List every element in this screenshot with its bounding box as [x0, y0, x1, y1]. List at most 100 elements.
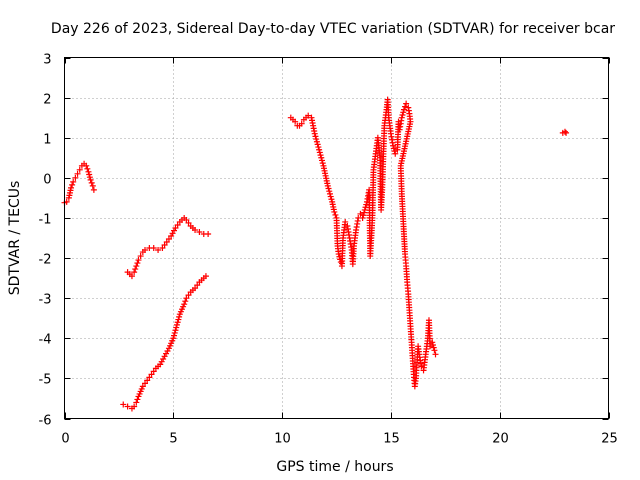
data-point: [131, 269, 138, 276]
data-point: [124, 403, 131, 410]
data-point: [144, 377, 151, 384]
data-point: [183, 216, 190, 223]
data-point: [194, 282, 201, 289]
plot-frame: [64, 57, 609, 419]
data-point: [68, 184, 75, 191]
data-point: [135, 257, 142, 264]
data-series-arc-1: [61, 160, 97, 206]
data-point: [182, 298, 189, 305]
data-point: [326, 190, 333, 197]
data-point: [84, 165, 91, 172]
data-point: [183, 295, 190, 302]
data-point: [390, 142, 397, 149]
x-tick-label: 10: [274, 432, 291, 447]
data-point: [390, 145, 397, 152]
data-point: [292, 118, 299, 125]
data-point: [185, 292, 192, 299]
data-point: [357, 210, 364, 217]
data-point: [314, 141, 321, 148]
data-series-arc-2: [124, 214, 212, 280]
data-point: [170, 335, 177, 342]
data-point: [89, 182, 96, 189]
data-series-arc-3: [120, 273, 209, 412]
data-point: [163, 239, 170, 246]
data-point: [402, 103, 409, 110]
data-point: [430, 344, 437, 351]
data-point: [90, 186, 97, 193]
y-tick-label: 2: [43, 93, 51, 108]
data-point: [399, 111, 406, 118]
y-tick-label: 0: [43, 173, 51, 188]
data-point: [76, 166, 83, 173]
data-point: [159, 245, 166, 252]
y-tick-label: -3: [39, 293, 52, 308]
data-point: [150, 368, 157, 375]
x-tick-label: 0: [61, 432, 69, 447]
data-point: [85, 168, 92, 175]
data-point: [86, 171, 93, 178]
data-point: [142, 247, 149, 254]
data-point: [398, 114, 405, 121]
data-point: [400, 109, 407, 116]
data-point: [318, 157, 325, 164]
data-point: [133, 399, 140, 406]
data-point: [87, 176, 94, 183]
data-point: [74, 170, 81, 177]
data-point: [174, 221, 181, 228]
data-point: [331, 208, 338, 215]
data-point: [361, 209, 368, 216]
data-point: [429, 339, 436, 346]
data-point: [139, 383, 146, 390]
data-series-arc-4: [287, 96, 439, 390]
data-point: [70, 178, 77, 185]
data-point: [72, 174, 79, 181]
data-point: [69, 181, 76, 188]
data-point: [176, 313, 183, 320]
data-point: [431, 347, 438, 354]
data-point: [316, 146, 323, 153]
tick-layer: 0 5 10 15 20 25 -6 -5 -4 -3 -2 -1 0 1 2 3: [39, 53, 618, 447]
y-tick-label: -6: [39, 414, 52, 429]
data-point: [150, 245, 157, 252]
data-point: [202, 273, 209, 280]
data-point: [171, 332, 178, 339]
data-point: [359, 214, 366, 221]
data-point: [192, 226, 199, 233]
data-point: [134, 396, 141, 403]
data-point: [335, 251, 342, 258]
data-point: [298, 120, 305, 127]
data-point: [332, 211, 339, 218]
data-point: [427, 343, 434, 350]
data-point: [326, 188, 333, 195]
y-tick-label: -2: [39, 253, 52, 268]
data-point: [132, 266, 139, 273]
data-point: [142, 380, 149, 387]
x-tick-label: 25: [601, 432, 618, 447]
data-point: [342, 218, 349, 225]
data-point: [311, 130, 318, 137]
y-tick-label: -5: [39, 373, 52, 388]
data-series-arc-5: [559, 128, 570, 136]
x-tick-label: 15: [383, 432, 400, 447]
data-point: [137, 253, 144, 260]
data-point: [196, 228, 203, 235]
data-point: [312, 133, 319, 140]
data-point: [563, 129, 570, 136]
data-point: [313, 136, 320, 143]
data-point: [561, 128, 568, 135]
data-point: [205, 230, 212, 237]
data-point: [315, 144, 322, 151]
data-point: [86, 174, 93, 181]
data-point: [391, 148, 398, 155]
data-point: [174, 319, 181, 326]
y-tick-label: 3: [43, 53, 51, 68]
data-point: [175, 316, 182, 323]
x-tick-label: 5: [169, 432, 177, 447]
data-point: [133, 263, 140, 270]
data-point: [185, 219, 192, 226]
data-point: [161, 242, 168, 249]
x-tick-label: 20: [492, 432, 509, 447]
data-point: [131, 403, 138, 410]
